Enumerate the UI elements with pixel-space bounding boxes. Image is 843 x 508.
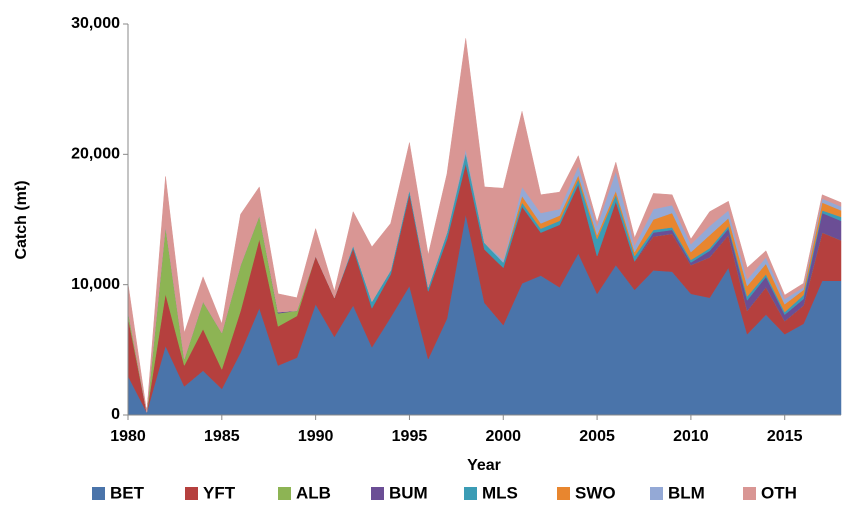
x-tick-label: 1995 — [392, 428, 428, 445]
y-tick-label: 0 — [111, 406, 120, 423]
legend-label: MLS — [482, 483, 518, 502]
legend-label: BET — [110, 483, 145, 502]
x-tick-label: 1985 — [204, 428, 240, 445]
legend-swatch — [92, 487, 105, 500]
y-tick-label: 30,000 — [71, 15, 120, 32]
y-tick-label: 20,000 — [71, 146, 120, 163]
x-tick-label: 2000 — [485, 428, 521, 445]
legend-label: SWO — [575, 483, 616, 502]
legend-swatch — [650, 487, 663, 500]
x-axis-title: Year — [467, 457, 501, 474]
legend-label: ALB — [296, 483, 331, 502]
area-series — [127, 38, 842, 413]
legend-swatch — [278, 487, 291, 500]
x-tick-label: 2015 — [767, 428, 803, 445]
legend-label: BUM — [389, 483, 428, 502]
legend-label: BLM — [668, 483, 705, 502]
legend-label: YFT — [203, 483, 236, 502]
legend-swatch — [185, 487, 198, 500]
legend-label: OTH — [761, 483, 797, 502]
legend-swatch — [371, 487, 384, 500]
y-axis-title: Catch (mt) — [13, 180, 30, 259]
x-tick-label: 2010 — [673, 428, 709, 445]
legend-swatch — [557, 487, 570, 500]
x-tick-label: 2005 — [579, 428, 615, 445]
x-tick-label: 1980 — [110, 428, 146, 445]
y-tick-label: 10,000 — [71, 276, 120, 293]
x-tick-label: 1990 — [298, 428, 334, 445]
legend-swatch — [743, 487, 756, 500]
legend-swatch — [464, 487, 477, 500]
